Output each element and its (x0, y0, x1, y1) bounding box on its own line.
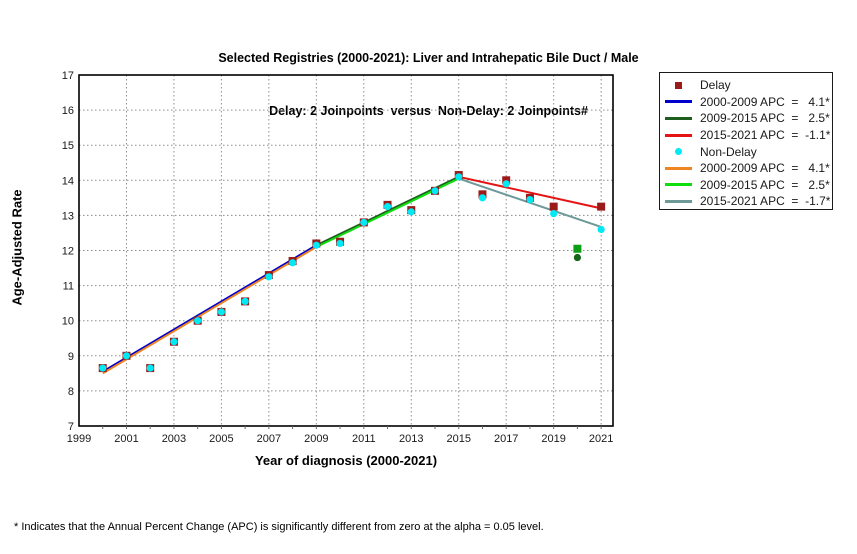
nondelay-marker-2003 (170, 338, 178, 346)
nondelay-marker-2014 (431, 187, 439, 195)
x-tick-label-2001: 2001 (114, 433, 138, 445)
nondelay-marker-2011 (360, 218, 368, 227)
legend-label: 2015-2021 APC = -1.7* (700, 194, 831, 209)
legend-item-2000-2009-apc-4-1: 2000-2009 APC = 4.1* (660, 160, 832, 177)
nondelay-marker-2012 (383, 203, 392, 211)
nondelay-marker-2016 (478, 194, 487, 202)
y-tick-label-12: 12 (62, 246, 74, 258)
legend-line-swatch (663, 133, 693, 137)
legend-label: 2000-2009 APC = 4.1* (700, 94, 830, 109)
x-tick-label-2021: 2021 (589, 433, 613, 445)
nondelay-marker-2013 (407, 208, 415, 216)
delay-marker-2019 (549, 202, 558, 211)
y-tick-label-7: 7 (68, 421, 74, 433)
chart-title-line1: Selected Registries (2000-2021): Liver a… (218, 51, 639, 65)
legend-line-swatch (663, 183, 693, 187)
x-tick-label-2003: 2003 (162, 433, 186, 445)
nondelay-marker-2019 (550, 210, 558, 218)
footnotes: * Indicates that the Annual Percent Chan… (14, 492, 544, 554)
plot-border (78, 74, 614, 427)
y-tick-label-10: 10 (62, 316, 74, 328)
legend-line-swatch (663, 199, 693, 203)
nondelay-marker-2002 (146, 364, 154, 372)
y-tick-label-8: 8 (68, 386, 74, 398)
legend-item-2000-2009-apc-4-1: 2000-2009 APC = 4.1* (660, 94, 832, 111)
legend-label: 2000-2009 APC = 4.1* (700, 161, 830, 176)
nondelay-marker-2010 (336, 239, 344, 248)
footnote-significance: * Indicates that the Annual Percent Chan… (14, 521, 544, 533)
x-axis-title: Year of diagnosis (2000-2021) (254, 453, 438, 468)
legend-line-swatch (663, 116, 693, 120)
y-tick-label-13: 13 (62, 210, 74, 222)
legend-item-2015-2021-apc-1-7: 2015-2021 APC = -1.7* (660, 193, 832, 210)
nondelay-marker-2015 (455, 173, 463, 181)
nondelay-marker-2017 (502, 180, 510, 188)
delay-marker-2021 (597, 202, 606, 211)
legend-box: Delay 2000-2009 APC = 4.1* 2009-2015 APC =… (659, 72, 833, 210)
nondelay-marker-2007 (265, 273, 273, 281)
y-axis-title: Age-Adjusted Rate (9, 189, 25, 306)
legend-line-swatch (663, 100, 693, 104)
x-tick-label-1999: 1999 (67, 433, 91, 445)
x-tick-label-2011: 2011 (352, 433, 376, 445)
nondelay-marker-2004 (194, 317, 202, 325)
y-tick-label-14: 14 (62, 175, 74, 187)
nondelay-marker-2008 (289, 259, 297, 267)
fitted-line-delay-2000-2009 (102, 244, 317, 373)
legend-square-marker-icon (663, 81, 693, 89)
delay-marker-2020-excluded (573, 244, 582, 253)
legend-item-non-delay: Non-Delay (660, 143, 832, 160)
x-tick-label-2019: 2019 (541, 433, 565, 445)
y-tick-label-9: 9 (68, 351, 74, 363)
nondelay-marker-2009 (312, 241, 320, 249)
legend-circle-marker-icon (663, 148, 693, 156)
nondelay-marker-2006 (241, 297, 249, 305)
legend-item-2015-2021-apc-1-1: 2015-2021 APC = -1.1* (660, 127, 832, 144)
y-tick-label-17: 17 (62, 70, 74, 82)
x-tick-label-2017: 2017 (494, 433, 518, 445)
x-tick-label-2007: 2007 (257, 433, 281, 445)
y-tick-label-16: 16 (62, 105, 74, 117)
legend-item-2009-2015-apc-2-5: 2009-2015 APC = 2.5* (660, 110, 832, 127)
nondelay-marker-2021 (597, 225, 605, 234)
fitted-line-delay-2015-2021 (458, 175, 602, 210)
x-tick-label-2015: 2015 (446, 433, 470, 445)
legend-label: 2009-2015 APC = 2.5* (700, 111, 830, 126)
legend-label: 2015-2021 APC = -1.1* (700, 128, 831, 143)
legend-label: 2009-2015 APC = 2.5* (700, 177, 830, 192)
nondelay-marker-2001 (122, 352, 131, 360)
fitted-line-non-delay-2000-2009 (102, 246, 317, 375)
x-tick-label-2005: 2005 (209, 433, 233, 445)
nondelay-marker-2005 (217, 308, 225, 316)
legend-label: Delay (700, 78, 731, 93)
legend-line-swatch (663, 166, 693, 170)
x-tick-label-2009: 2009 (304, 433, 328, 445)
y-tick-label-15: 15 (62, 140, 74, 152)
x-tick-label-2013: 2013 (399, 433, 423, 445)
nondelay-marker-2018 (526, 196, 534, 204)
nondelay-marker-2020-excluded (573, 253, 582, 262)
y-tick-label-11: 11 (63, 281, 74, 293)
legend-item-2009-2015-apc-2-5: 2009-2015 APC = 2.5* (660, 177, 832, 194)
legend-item-delay: Delay (660, 77, 832, 94)
legend-label: Non-Delay (700, 144, 757, 159)
nondelay-marker-2000 (99, 364, 107, 372)
